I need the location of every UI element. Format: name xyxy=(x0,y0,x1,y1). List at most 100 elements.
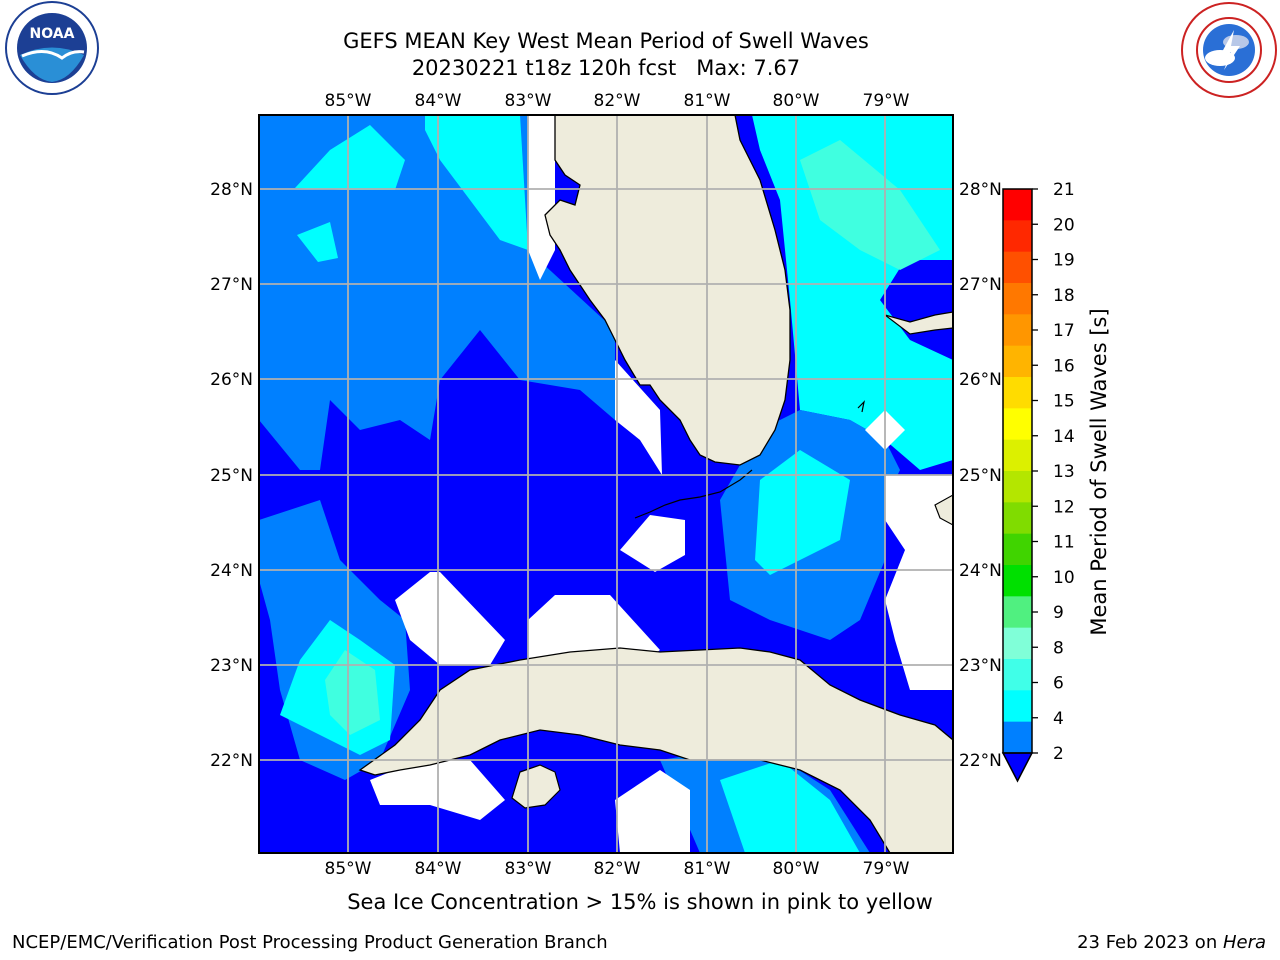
lat-label-left: 24°N xyxy=(210,561,253,581)
lon-label-top: 80°W xyxy=(773,91,820,111)
florida-keys xyxy=(634,469,753,519)
colorbar-tick-label: 13 xyxy=(1053,462,1075,482)
colorbar-segment xyxy=(1003,408,1032,441)
colorbar-segment xyxy=(1003,565,1032,597)
map-frame xyxy=(258,114,954,854)
nodata-patch-5 xyxy=(885,475,953,690)
colorbar-tick-label: 8 xyxy=(1053,638,1064,658)
contour-8-9-atlantic xyxy=(800,140,940,270)
colorbar-tick-label: 12 xyxy=(1053,497,1075,517)
graticule xyxy=(259,115,953,853)
colorbar-segment xyxy=(1003,659,1032,691)
lon-label-bottom: 83°W xyxy=(505,859,552,879)
contour-8-9-sw xyxy=(325,650,380,735)
lat-label-right: 23°N xyxy=(959,656,1002,676)
colorbar-segment xyxy=(1003,345,1032,378)
colorbar-tick-label: 18 xyxy=(1053,286,1075,306)
lon-label-top: 85°W xyxy=(325,91,372,111)
nodata-patch-2 xyxy=(528,595,660,665)
colorbar-segment xyxy=(1003,220,1032,253)
lat-label-left: 28°N xyxy=(210,180,253,200)
lat-label-right: 24°N xyxy=(959,561,1002,581)
nws-logo-icon xyxy=(1181,2,1277,98)
bahamas-island-2 xyxy=(934,494,953,526)
colorbar-tick-label: 15 xyxy=(1053,392,1075,412)
lat-label-right: 27°N xyxy=(959,275,1002,295)
colorbar-tick-label: 11 xyxy=(1053,533,1075,553)
contour-6-8-straits xyxy=(755,450,850,575)
bahamas-island-1 xyxy=(884,311,953,335)
lon-label-bottom: 81°W xyxy=(684,859,731,879)
colorbar-label: Mean Period of Swell Waves [s] xyxy=(1087,308,1111,635)
colorbar-segment xyxy=(1003,439,1032,472)
contour-6-8-nw xyxy=(295,125,405,190)
colorbar-tick-label: 4 xyxy=(1053,709,1064,729)
footer-date: 23 Feb 2023 on Hera xyxy=(1077,932,1266,953)
lat-label-right: 26°N xyxy=(959,370,1002,390)
isle-of-youth xyxy=(511,764,561,809)
lon-label-top: 81°W xyxy=(684,91,731,111)
noaa-logo-text: NOAA xyxy=(30,26,75,42)
colorbar-tick-label: 9 xyxy=(1053,603,1064,623)
lat-label-left: 25°N xyxy=(210,466,253,486)
chart-title: GEFS MEAN Key West Mean Period of Swell … xyxy=(343,29,869,53)
lon-label-bottom: 79°W xyxy=(863,859,910,879)
chart-subtitle: 20230221 t18z 120h fcst Max: 7.67 xyxy=(411,56,801,80)
lon-label-bottom: 85°W xyxy=(325,859,372,879)
lon-label-bottom: 84°W xyxy=(415,859,462,879)
colorbar-segment xyxy=(1003,690,1032,723)
colorbar: 21 20 19 18 17 16 15 14 13 12 11 10 9 8 6 4 2 xyxy=(1001,180,1075,783)
colorbar-segment xyxy=(1003,189,1032,221)
footer-branch: NCEP/EMC/Verification Post Processing Pr… xyxy=(12,932,608,953)
colorbar-tick-label: 20 xyxy=(1053,215,1075,235)
lon-label-top: 83°W xyxy=(505,91,552,111)
noaa-logo-icon: NOAA xyxy=(5,1,99,95)
lat-label-left: 27°N xyxy=(210,275,253,295)
colorbar-segment xyxy=(1003,377,1032,409)
lat-label-right: 25°N xyxy=(959,466,1002,486)
colorbar-tick-label: 6 xyxy=(1053,674,1064,694)
lon-label-bottom: 82°W xyxy=(594,859,641,879)
colorbar-segment xyxy=(1003,502,1032,535)
nodata-patch-8 xyxy=(528,115,555,280)
colorbar-segment xyxy=(1003,721,1032,754)
colorbar-segment xyxy=(1003,471,1032,503)
nodata-patch-7 xyxy=(615,770,690,853)
colorbar-segment xyxy=(1003,251,1032,284)
colorbar-tick-label: 10 xyxy=(1053,568,1075,588)
footer-host: Hera xyxy=(1222,932,1266,953)
lat-label-right: 28°N xyxy=(959,180,1002,200)
colorbar-tick-label: 14 xyxy=(1053,427,1075,447)
lon-label-bottom: 80°W xyxy=(773,859,820,879)
lat-label-left: 23°N xyxy=(210,656,253,676)
contour-6-8-nw2 xyxy=(297,222,338,262)
colorbar-extend-triangle xyxy=(1001,752,1034,783)
colorbar-tick-label: 16 xyxy=(1053,356,1075,376)
lon-label-top: 84°W xyxy=(415,91,462,111)
colorbar-tick-label: 17 xyxy=(1053,321,1075,341)
footer-date-text: 23 Feb 2023 on xyxy=(1077,932,1223,953)
nodata-patch-1 xyxy=(395,572,505,665)
lat-label-left: 22°N xyxy=(210,751,253,771)
colorbar-segment xyxy=(1003,627,1032,660)
colorbar-segment xyxy=(1003,283,1032,315)
colorbar-tick-label: 19 xyxy=(1053,251,1075,271)
colorbar-tick-label: 2 xyxy=(1053,744,1064,764)
colorbar-tick-label: 21 xyxy=(1053,180,1075,200)
cuba-landmass xyxy=(358,647,953,853)
lat-label-right: 22°N xyxy=(959,751,1002,771)
lon-label-top: 82°W xyxy=(594,91,641,111)
contour-6-8-north xyxy=(425,115,528,250)
contour-6-8-south xyxy=(720,760,860,853)
colorbar-segment xyxy=(1003,596,1032,629)
bahamas-island-3 xyxy=(857,400,865,413)
sea-ice-caption: Sea Ice Concentration > 15% is shown in … xyxy=(347,890,933,914)
florida-landmass xyxy=(544,115,791,466)
lon-label-top: 79°W xyxy=(863,91,910,111)
nodata-patch-3 xyxy=(620,515,685,572)
lat-label-left: 26°N xyxy=(210,370,253,390)
colorbar-segment xyxy=(1003,533,1032,566)
nodata-patch-9 xyxy=(615,360,662,475)
colorbar-segment xyxy=(1003,314,1032,347)
